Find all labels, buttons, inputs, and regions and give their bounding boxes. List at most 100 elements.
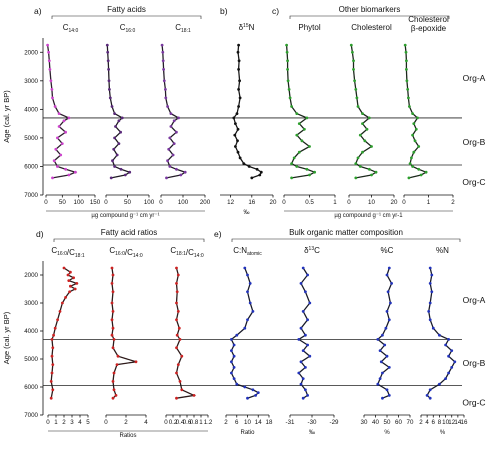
data-point [417,145,421,148]
group-bracket [53,238,205,242]
data-point [110,301,114,305]
x-tick-label: -29 [330,419,340,426]
x-tick-label: 100 [74,199,85,206]
data-point [390,282,393,285]
y-tick-label: 3000 [24,78,38,85]
data-point [285,50,289,54]
x-tick-label: 2 [451,199,455,206]
data-point [290,162,293,166]
data-point [49,79,53,83]
data-point [430,290,434,294]
series-smooth-line [111,267,137,399]
data-point [431,326,435,330]
data-point [353,79,356,83]
data-point [356,105,360,108]
data-point [111,346,115,350]
x-tick-label: 12 [227,199,234,206]
data-point [361,112,364,115]
data-point [355,96,359,100]
series-line [350,45,377,179]
data-point [180,388,184,392]
data-point [67,279,71,282]
data-point [62,119,66,123]
data-point [374,170,378,174]
panel-letter: a) [34,6,42,16]
data-point [106,59,110,63]
series-smooth-line [175,267,197,399]
data-point [363,139,367,143]
panel-letter: c) [272,6,279,16]
data-point [164,96,168,100]
data-point [412,122,416,125]
data-point [286,68,289,71]
x-tick-label: 150 [90,199,101,206]
data-point [111,326,115,330]
data-point [178,380,182,383]
series-smooth-line [106,45,132,179]
x-tick-label: 100 [144,199,155,206]
data-point [167,147,171,151]
data-point [175,290,179,294]
x-tick-label: 4 [425,419,429,426]
data-point [407,96,410,100]
data-point [447,354,450,358]
x-tick-label: 60 [395,419,402,426]
data-point [108,96,112,100]
data-point [106,50,110,54]
data-point [301,266,305,270]
data-point [235,333,239,337]
series-line [286,45,316,179]
data-point [175,266,178,270]
data-point [180,354,184,358]
y-tick-label: 5000 [24,356,38,363]
x-unit-label: Ratio [240,430,255,436]
series-smooth-line [285,45,317,179]
data-point [172,142,176,146]
data-point [114,125,117,128]
data-point [53,326,57,330]
x-tick-label: 1 [333,199,337,206]
x-tick-label: 2 [419,419,423,426]
units-label: µg compound g⁻¹ cm yr⁻¹ [91,213,159,219]
data-point [236,50,240,54]
data-point [164,88,167,91]
data-point [111,310,115,313]
data-point [378,349,382,352]
data-point [50,338,54,341]
data-point [61,301,64,305]
data-point [444,377,447,380]
data-point [243,326,247,330]
data-point [358,133,362,137]
data-point [69,284,72,288]
data-point [178,338,182,341]
data-point [169,112,173,115]
data-point [59,153,63,157]
group-bracket [289,15,450,19]
data-point [238,156,242,160]
data-point [175,318,178,322]
x-tick-label: 0.8 [190,419,199,426]
data-point [301,310,305,313]
data-point [292,156,296,160]
data-point [50,371,54,375]
panel-letter: e) [214,229,222,239]
data-point [404,50,408,54]
data-point [304,290,307,294]
series-name: δ15N [239,23,255,32]
x-tick-label: 0 [164,419,168,426]
data-point [428,388,432,392]
data-point [304,388,307,392]
data-point [67,173,71,177]
data-point [379,360,383,364]
data-point [117,119,121,123]
x-tick-label: 10 [368,199,375,206]
data-point [50,88,54,91]
series-line [111,267,137,399]
series-name: C16:0/C18:1 [51,246,84,259]
data-point [117,142,121,146]
data-point [258,173,262,177]
data-point [358,165,362,168]
y-axis-label: Age (cal. yr BP) [2,311,11,364]
